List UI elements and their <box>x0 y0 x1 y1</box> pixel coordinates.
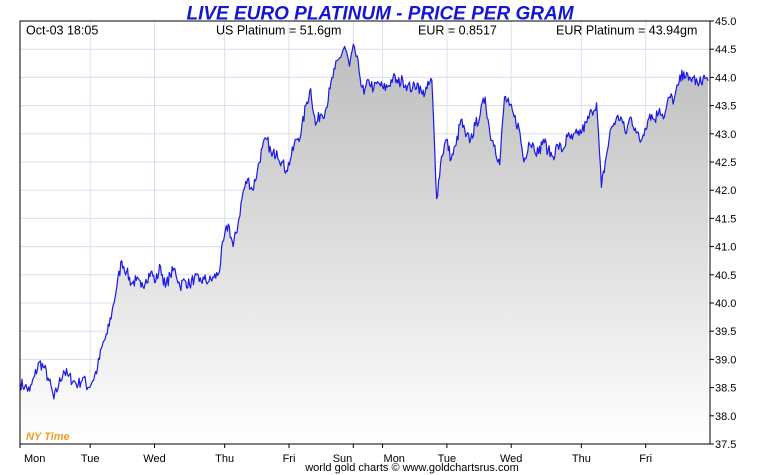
x-tick-label: Fri <box>639 453 652 465</box>
footer-credit: world gold charts © www.goldchartsrus.co… <box>304 462 519 474</box>
x-tick-label: Wed <box>143 453 165 465</box>
y-tick-label: 40.0 <box>715 298 736 310</box>
chart-title: LIVE EURO PLATINUM - PRICE PER GRAM <box>186 4 574 25</box>
header-us-platinum: US Platinum = 51.6gm <box>216 24 341 38</box>
header-eur-rate: EUR = 0.8517 <box>418 24 497 38</box>
price-area <box>20 44 708 445</box>
header-eur-platinum: EUR Platinum = 43.94gm <box>556 24 697 38</box>
y-tick-label: 41.5 <box>715 213 736 225</box>
y-tick-label: 38.0 <box>715 411 736 423</box>
x-axis-ticks: Mon Tue Wed Thu Fri Sun Mon Tue Wed Thu Fri <box>19 444 652 465</box>
x-tick-label: Mon <box>384 453 405 465</box>
y-tick-label: 44.5 <box>715 44 736 56</box>
y-tick-label: 37.5 <box>715 439 736 451</box>
x-tick-label: Sun <box>333 453 353 465</box>
y-tick-label: 45.0 <box>715 16 736 28</box>
y-tick-label: 41.0 <box>715 242 736 254</box>
x-tick-label: Wed <box>500 453 522 465</box>
y-tick-label: 42.5 <box>715 157 736 169</box>
y-tick-label: 39.0 <box>715 354 736 366</box>
y-tick-label: 38.5 <box>715 383 736 395</box>
x-tick-label: Tue <box>438 453 457 465</box>
y-tick-label: 43.0 <box>715 129 736 141</box>
x-tick-label: Mon <box>24 453 45 465</box>
y-tick-label: 39.5 <box>715 326 736 338</box>
y-tick-label: 44.0 <box>715 72 736 84</box>
timezone-label: NY Time <box>26 431 70 443</box>
x-tick-label: Fri <box>283 453 296 465</box>
y-tick-label: 40.5 <box>715 270 736 282</box>
plot-border <box>19 20 711 445</box>
y-axis-ticks: 37.5 38.0 38.5 39.0 39.5 40.0 40.5 41.0 41.5 42.0… <box>710 16 736 451</box>
x-tick-label: Thu <box>215 453 234 465</box>
y-tick-label: 42.0 <box>715 185 736 197</box>
price-line <box>19 43 709 400</box>
header-date-time: Oct-03 18:05 <box>26 24 98 38</box>
x-tick-label: Tue <box>81 453 100 465</box>
x-tick-label: Thu <box>572 453 591 465</box>
y-tick-label: 43.5 <box>715 101 736 113</box>
